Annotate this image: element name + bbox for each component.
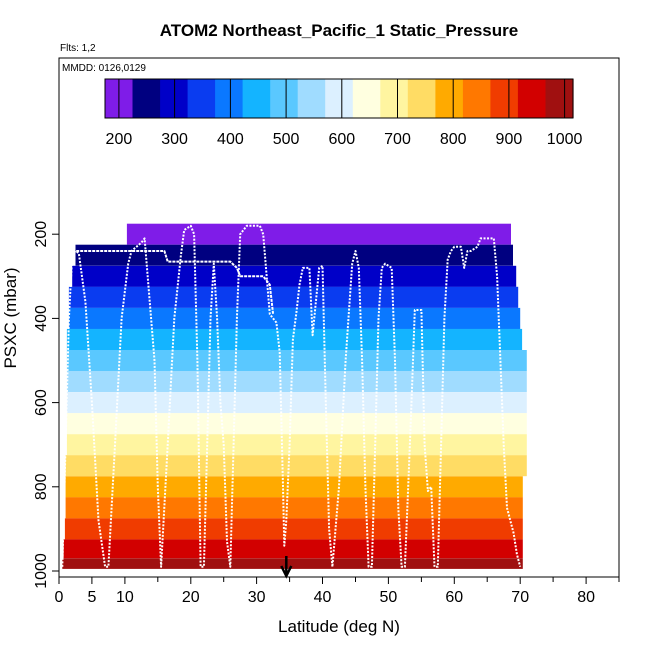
colorbar-tick-label: 900 xyxy=(496,131,523,148)
colorbar-frame xyxy=(104,78,574,119)
x-tick-label: 40 xyxy=(314,589,332,606)
x-tick-label: 20 xyxy=(182,589,200,606)
arrow-marker-layer xyxy=(280,556,293,579)
heatmap-band xyxy=(65,455,527,477)
colorbar-segment xyxy=(215,79,244,118)
heatmap-band xyxy=(72,265,517,287)
x-tick-label: 80 xyxy=(577,589,595,606)
arrow-marker-head xyxy=(280,565,293,579)
heatmap-band xyxy=(66,371,527,393)
dates-note: MMDD: 0126,0129 xyxy=(62,63,146,74)
heatmap-band xyxy=(66,328,523,350)
flight-track-layer xyxy=(61,224,522,568)
heatmap-band xyxy=(63,539,523,559)
colorbar-segment xyxy=(462,79,491,118)
flights-note: Flts: 1,2 xyxy=(60,43,96,54)
flight-track-line xyxy=(61,224,522,568)
colorbar-segment xyxy=(270,79,299,118)
colorbar-segment xyxy=(325,79,354,118)
heatmap-band xyxy=(66,350,527,371)
colorbar-tick-label: 1000 xyxy=(547,131,583,148)
heatmap-band xyxy=(62,558,523,569)
heatmap-band xyxy=(66,413,527,435)
colorbar-tick-label: 700 xyxy=(384,131,411,148)
colorbar-segment xyxy=(187,79,216,118)
colorbar-tick-label: 800 xyxy=(440,131,467,148)
colorbar-tick-label: 200 xyxy=(106,131,133,148)
heatmap-band xyxy=(64,518,523,540)
heatmap-band xyxy=(68,286,519,308)
colorbar-segment xyxy=(297,79,326,118)
x-tick-label: 0 xyxy=(55,589,64,606)
y-tick-label: 400 xyxy=(33,305,50,332)
colorbar-segment xyxy=(407,79,436,118)
colorbar-tick-label: 600 xyxy=(328,131,355,148)
colorbar-segment xyxy=(352,79,381,118)
colorbar-segment xyxy=(517,79,546,118)
y-tick-label: 200 xyxy=(33,221,50,248)
chart-title: ATOM2 Northeast_Pacific_1 Static_Pressur… xyxy=(160,21,518,40)
y-tick-label: 600 xyxy=(33,389,50,416)
colorbar-segment xyxy=(132,79,161,118)
x-tick-label: 30 xyxy=(248,589,266,606)
x-tick-label: 70 xyxy=(511,589,529,606)
colorbar-segment xyxy=(242,79,271,118)
colorbar-segment xyxy=(490,79,519,118)
x-axis: 0 5 10 20 30 40 50 60 70 80 xyxy=(55,577,620,606)
colorbar-tick-label: 500 xyxy=(273,131,300,148)
heatmap-band xyxy=(65,497,523,519)
heatmap-band xyxy=(66,434,527,456)
x-axis-title: Latitude (deg N) xyxy=(278,617,400,636)
x-tick-label: 5 xyxy=(87,589,96,606)
x-tick-label: 50 xyxy=(380,589,398,606)
colorbar-segment xyxy=(435,79,464,118)
colorbar-tick-label: 400 xyxy=(217,131,244,148)
heatmap-band xyxy=(75,244,513,266)
colorbar-segment xyxy=(545,79,574,118)
x-tick-label: 60 xyxy=(445,589,463,606)
plot-frame xyxy=(58,57,620,578)
heatmap-band xyxy=(66,392,527,414)
heatmap-band xyxy=(65,476,523,498)
y-tick-label: 800 xyxy=(33,473,50,500)
y-axis: 200 400 600 800 1000 xyxy=(33,221,59,589)
colorbar-tick-label: 300 xyxy=(161,131,188,148)
heatmap-bands xyxy=(62,223,527,569)
x-tick-label: 10 xyxy=(116,589,134,606)
colorbar: 200 300 400 500 600 700 800 900 1000 xyxy=(104,78,583,148)
y-axis-title: PSXC (mbar) xyxy=(1,267,20,368)
colorbar-segment xyxy=(380,79,409,118)
heatmap-band xyxy=(68,307,521,329)
heatmap-band xyxy=(126,223,512,245)
y-tick-label: 1000 xyxy=(33,553,50,589)
upper-flight-track-line xyxy=(72,250,275,315)
